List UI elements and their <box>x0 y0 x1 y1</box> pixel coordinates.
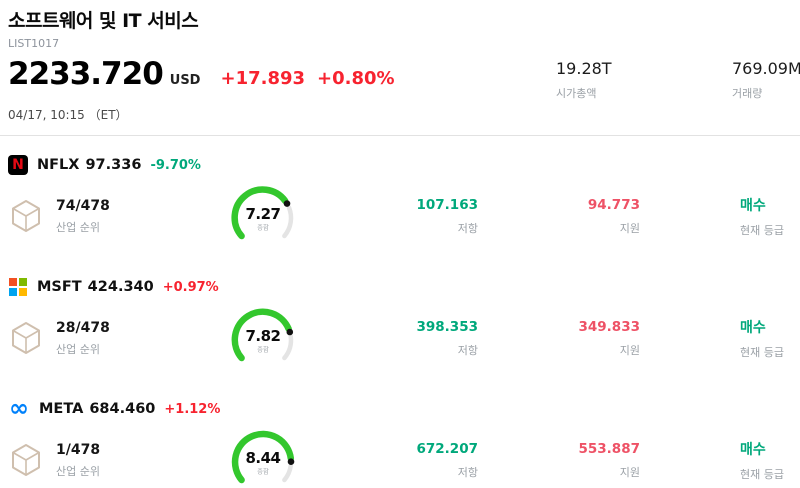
volume-label: 거래량 <box>732 87 763 100</box>
resistance-value: 107.163 <box>416 196 479 213</box>
microsoft-logo-icon <box>9 278 27 296</box>
stock-row-msft[interactable]: MSFT 424.340 +0.97% 28/478 산업 순위 7.82 <box>8 276 800 370</box>
industry-rank-label: 산업 순위 <box>56 220 100 234</box>
ticker-change: +0.97% <box>162 279 219 295</box>
score-value: 7.82 <box>245 327 281 345</box>
ticker-price: 97.336 <box>85 157 142 173</box>
score-caption: 종합 <box>257 467 269 476</box>
support-cell: 349.833 지원 <box>486 319 648 358</box>
stock-list: N NFLX 97.336 -9.70% 74/478 산업 순위 7.27 <box>0 154 800 488</box>
score-caption: 종합 <box>257 345 269 354</box>
price-change: +17.893 <box>220 68 306 89</box>
index-price: 2233.720 <box>8 56 164 92</box>
industry-rank-cell: 28/478 산업 순위 <box>8 320 200 357</box>
rating-cell: 매수 현재 등급 <box>648 317 800 360</box>
ticker-symbol: META <box>39 401 84 417</box>
stock-detail-row: 74/478 산업 순위 7.27 종합 107.163 저항 94.773 지… <box>8 184 800 248</box>
resistance-cell: 398.353 저항 <box>326 319 486 358</box>
support-value: 349.833 <box>578 318 641 335</box>
ticker-change: +1.12% <box>164 401 221 417</box>
support-value: 553.887 <box>578 440 641 457</box>
industry-rank-cell: 1/478 산업 순위 <box>8 442 200 479</box>
market-cap-label: 시가총액 <box>556 87 597 100</box>
score-caption: 종합 <box>257 223 269 232</box>
support-cell: 94.773 지원 <box>486 197 648 236</box>
resistance-cell: 672.207 저항 <box>326 441 486 480</box>
currency-label: USD <box>169 73 201 88</box>
ticker-price: 424.340 <box>87 279 154 295</box>
resistance-cell: 107.163 저항 <box>326 197 486 236</box>
ticker-row[interactable]: ∞ META 684.460 +1.12% <box>8 394 800 422</box>
sector-header: 소프트웨어 및 IT 서비스 LIST1017 2233.720 USD +17… <box>0 0 800 136</box>
stock-detail-row: 28/478 산업 순위 7.82 종합 398.353 저항 349.833 … <box>8 306 800 370</box>
quote-datetime: 04/17, 10:15 （ET） <box>8 108 128 122</box>
stock-detail-row: 1/478 산업 순위 8.44 종합 672.207 저항 553.887 지… <box>8 428 800 488</box>
ticker-price: 684.460 <box>89 401 156 417</box>
support-value: 94.773 <box>587 196 640 213</box>
resistance-value: 398.353 <box>416 318 479 335</box>
industry-rank-value: 74/478 <box>56 197 110 214</box>
rating-label: 현재 등급 <box>740 467 784 481</box>
ticker-symbol: NFLX <box>37 157 80 173</box>
ticker-change: -9.70% <box>150 157 201 173</box>
resistance-label: 저항 <box>457 465 478 479</box>
score-value: 7.27 <box>245 205 281 223</box>
rating-value: 매수 <box>740 197 766 214</box>
rating-label: 현재 등급 <box>740 223 784 237</box>
price-change-percent: +0.80% <box>317 68 395 89</box>
score-gauge: 7.82 종합 <box>220 306 306 370</box>
resistance-label: 저항 <box>457 221 478 235</box>
rating-value: 매수 <box>740 319 766 336</box>
score-gauge: 8.44 종합 <box>220 428 306 488</box>
page-title: 소프트웨어 및 IT 서비스 <box>8 10 199 32</box>
netflix-logo-icon: N <box>8 155 28 175</box>
industry-rank-label: 산업 순위 <box>56 464 100 478</box>
rating-cell: 매수 현재 등급 <box>648 195 800 238</box>
industry-rank-value: 1/478 <box>56 441 101 458</box>
price-row: 2233.720 USD +17.893 +0.80% 19.28T 시가총액 … <box>8 56 800 104</box>
support-label: 지원 <box>619 221 640 235</box>
ticker-symbol: MSFT <box>37 279 82 295</box>
ticker-row[interactable]: MSFT 424.340 +0.97% <box>8 276 800 298</box>
hexagon-box-icon <box>12 200 40 232</box>
market-cap-stat: 19.28T 시가총액 <box>556 59 732 101</box>
support-cell: 553.887 지원 <box>486 441 648 480</box>
rating-value: 매수 <box>740 441 766 458</box>
meta-logo-icon: ∞ <box>9 394 29 422</box>
stock-row-nflx[interactable]: N NFLX 97.336 -9.70% 74/478 산업 순위 7.27 <box>8 154 800 248</box>
volume-value: 769.09M <box>732 59 800 78</box>
support-label: 지원 <box>619 343 640 357</box>
industry-rank-label: 산업 순위 <box>56 342 100 356</box>
stock-row-meta[interactable]: ∞ META 684.460 +1.12% 1/478 산업 순위 8.44 <box>8 394 800 488</box>
hexagon-box-icon <box>12 322 40 354</box>
score-value: 8.44 <box>245 449 281 467</box>
volume-stat: 769.09M 거래량 <box>732 59 800 101</box>
header-stats: 19.28T 시가총액 769.09M 거래량 <box>556 59 800 101</box>
ticker-row[interactable]: N NFLX 97.336 -9.70% <box>8 154 800 176</box>
support-label: 지원 <box>619 465 640 479</box>
industry-rank-cell: 74/478 산업 순위 <box>8 198 200 235</box>
rating-cell: 매수 현재 등급 <box>648 439 800 482</box>
resistance-label: 저항 <box>457 343 478 357</box>
score-gauge: 7.27 종합 <box>220 184 306 248</box>
industry-rank-value: 28/478 <box>56 319 110 336</box>
hexagon-box-icon <box>12 444 40 476</box>
list-id: LIST1017 <box>8 37 60 50</box>
resistance-value: 672.207 <box>416 440 479 457</box>
rating-label: 현재 등급 <box>740 345 784 359</box>
market-cap-value: 19.28T <box>556 59 612 78</box>
